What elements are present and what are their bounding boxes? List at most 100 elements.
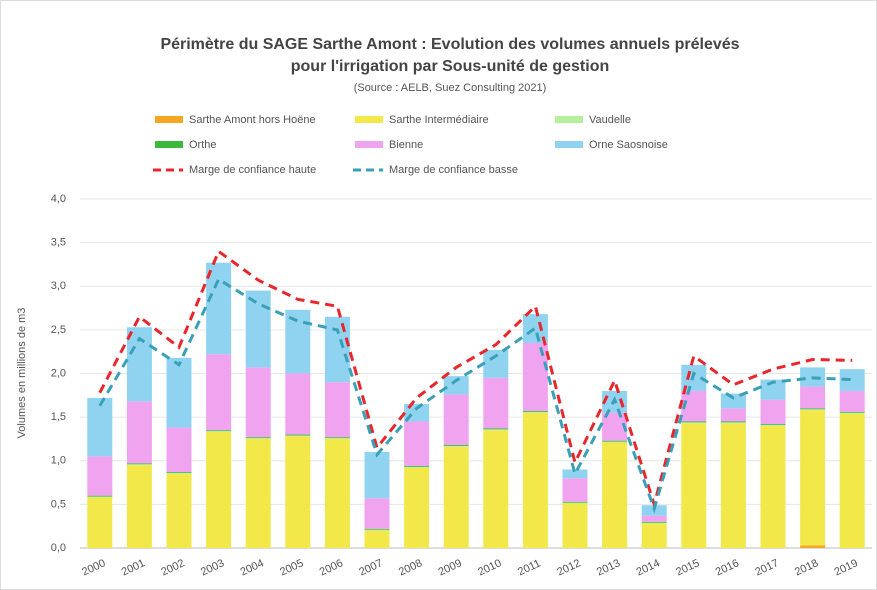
legend-swatch	[555, 116, 583, 123]
y-tick-label: 4,0	[51, 193, 66, 205]
legend-swatch	[555, 141, 583, 148]
bar-segment	[443, 445, 469, 447]
legend-label: Marge de confiance basse	[389, 164, 518, 176]
bar-segment	[364, 530, 390, 548]
legend-swatch	[155, 116, 183, 123]
bar-segment	[720, 423, 746, 548]
y-tick-label: 3,5	[51, 237, 66, 249]
bar-segment	[443, 446, 469, 548]
bar-segment	[760, 425, 786, 548]
bar-segment	[364, 498, 390, 529]
bar-segment	[364, 452, 390, 499]
y-tick-label: 0,0	[51, 542, 66, 554]
bar-segment	[522, 411, 548, 413]
confidence-line	[98, 249, 853, 510]
bar-segment	[245, 438, 271, 439]
bar-segment	[839, 369, 865, 391]
bar-segment	[166, 472, 192, 473]
legend-label: Marge de confiance haute	[189, 164, 316, 176]
bar-segment	[245, 367, 271, 438]
bar-segment	[602, 441, 628, 443]
bar-segment	[839, 411, 865, 413]
bar-segment	[602, 442, 628, 548]
bar-segment	[285, 435, 311, 437]
bar-segment	[562, 503, 588, 548]
bar-segment	[760, 424, 786, 425]
bar-segment	[285, 373, 311, 435]
y-tick-label: 0,5	[51, 498, 66, 510]
bar-segment	[483, 430, 509, 548]
bar-segment	[324, 382, 350, 438]
bar-segment	[522, 411, 548, 412]
bar-segment	[166, 473, 192, 548]
bar-segment	[760, 379, 786, 400]
bar-segment	[839, 413, 865, 548]
legend-label: Vaudelle	[589, 114, 631, 126]
bar-segment	[562, 502, 588, 504]
bar-segment	[483, 428, 509, 430]
bar-segment	[562, 478, 588, 502]
bar-segment	[206, 430, 232, 432]
bar-segment	[324, 316, 350, 383]
bar-segment	[839, 412, 865, 414]
bar-segment	[87, 497, 113, 548]
bar-segment	[404, 466, 430, 468]
bar-segment	[245, 438, 271, 548]
bar-segment	[206, 354, 232, 431]
bar-segment	[800, 408, 826, 410]
bar-segment	[681, 423, 707, 548]
y-axis-label: Volumes en millions de m3	[16, 308, 28, 439]
legend-swatch	[355, 141, 383, 148]
bar-segment	[364, 528, 390, 530]
bar-segment	[720, 421, 746, 423]
chart-title-line2: pour l'irrigation par Sous-unité de gest…	[291, 58, 609, 75]
bar-segment	[206, 431, 232, 548]
y-tick-label: 3,0	[51, 280, 66, 292]
bar-segment	[87, 456, 113, 496]
bar-segment	[285, 434, 311, 436]
bar-segment	[126, 464, 152, 466]
bar-segment	[800, 545, 826, 548]
bar-segment	[166, 427, 192, 473]
bar-segment	[126, 465, 152, 548]
bar-segment	[760, 399, 786, 425]
y-tick-label: 1,0	[51, 455, 66, 467]
bar-segment	[166, 472, 192, 474]
bar-segment	[760, 424, 786, 426]
bar-segment	[641, 522, 667, 524]
bar-segment	[285, 309, 311, 374]
bar-segment	[800, 409, 826, 411]
confidence-line	[98, 277, 853, 514]
chart-subtitle: (Source : AELB, Suez Consulting 2021)	[354, 82, 547, 94]
bar-segment	[562, 469, 588, 479]
bar-segment	[324, 437, 350, 439]
legend-label: Orthe	[189, 139, 217, 151]
bar-segment	[364, 529, 390, 531]
bar-segment	[166, 357, 192, 428]
bar-segment	[285, 436, 311, 548]
bar-segment	[206, 262, 232, 355]
bar-segment	[206, 431, 232, 432]
bar-segment	[641, 521, 667, 523]
bar-segment	[641, 523, 667, 548]
bar-segment	[522, 412, 548, 548]
bar-segment	[443, 376, 469, 395]
legend-label: Bienne	[389, 139, 423, 151]
bar-segment	[483, 429, 509, 431]
bar-segment	[641, 515, 667, 522]
bar-segment	[126, 463, 152, 465]
bar-segment	[324, 438, 350, 548]
legend-swatch	[355, 116, 383, 123]
bar-segment	[404, 421, 430, 466]
bar-segment	[404, 467, 430, 548]
bar-segment	[404, 465, 430, 467]
bar-segment	[87, 496, 113, 498]
bar-segment	[324, 438, 350, 439]
y-tick-label: 1,5	[51, 411, 66, 423]
bar-segment	[245, 437, 271, 439]
bar-segment	[87, 397, 113, 457]
y-tick-label: 2,0	[51, 367, 66, 379]
bar-segment	[483, 349, 509, 378]
bar-segment	[483, 377, 509, 429]
bar-segment	[443, 394, 469, 446]
